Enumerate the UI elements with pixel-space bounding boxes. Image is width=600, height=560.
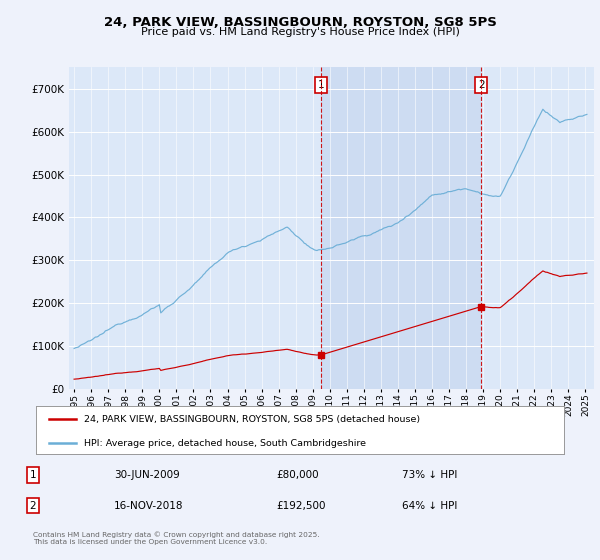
Text: HPI: Average price, detached house, South Cambridgeshire: HPI: Average price, detached house, Sout… bbox=[83, 439, 365, 448]
Bar bbox=[321, 67, 481, 389]
Text: 2: 2 bbox=[29, 501, 37, 511]
Text: Price paid vs. HM Land Registry's House Price Index (HPI): Price paid vs. HM Land Registry's House … bbox=[140, 27, 460, 37]
Text: 2: 2 bbox=[478, 80, 484, 90]
Text: 30-JUN-2009: 30-JUN-2009 bbox=[114, 470, 180, 480]
Text: 24, PARK VIEW, BASSINGBOURN, ROYSTON, SG8 5PS (detached house): 24, PARK VIEW, BASSINGBOURN, ROYSTON, SG… bbox=[83, 416, 419, 424]
Text: 1: 1 bbox=[29, 470, 37, 480]
Text: 64% ↓ HPI: 64% ↓ HPI bbox=[402, 501, 457, 511]
Text: 73% ↓ HPI: 73% ↓ HPI bbox=[402, 470, 457, 480]
Text: £80,000: £80,000 bbox=[276, 470, 319, 480]
Text: 24, PARK VIEW, BASSINGBOURN, ROYSTON, SG8 5PS: 24, PARK VIEW, BASSINGBOURN, ROYSTON, SG… bbox=[104, 16, 496, 29]
Text: 1: 1 bbox=[318, 80, 325, 90]
Text: 16-NOV-2018: 16-NOV-2018 bbox=[114, 501, 184, 511]
Text: Contains HM Land Registry data © Crown copyright and database right 2025.
This d: Contains HM Land Registry data © Crown c… bbox=[33, 531, 320, 544]
Text: £192,500: £192,500 bbox=[276, 501, 325, 511]
